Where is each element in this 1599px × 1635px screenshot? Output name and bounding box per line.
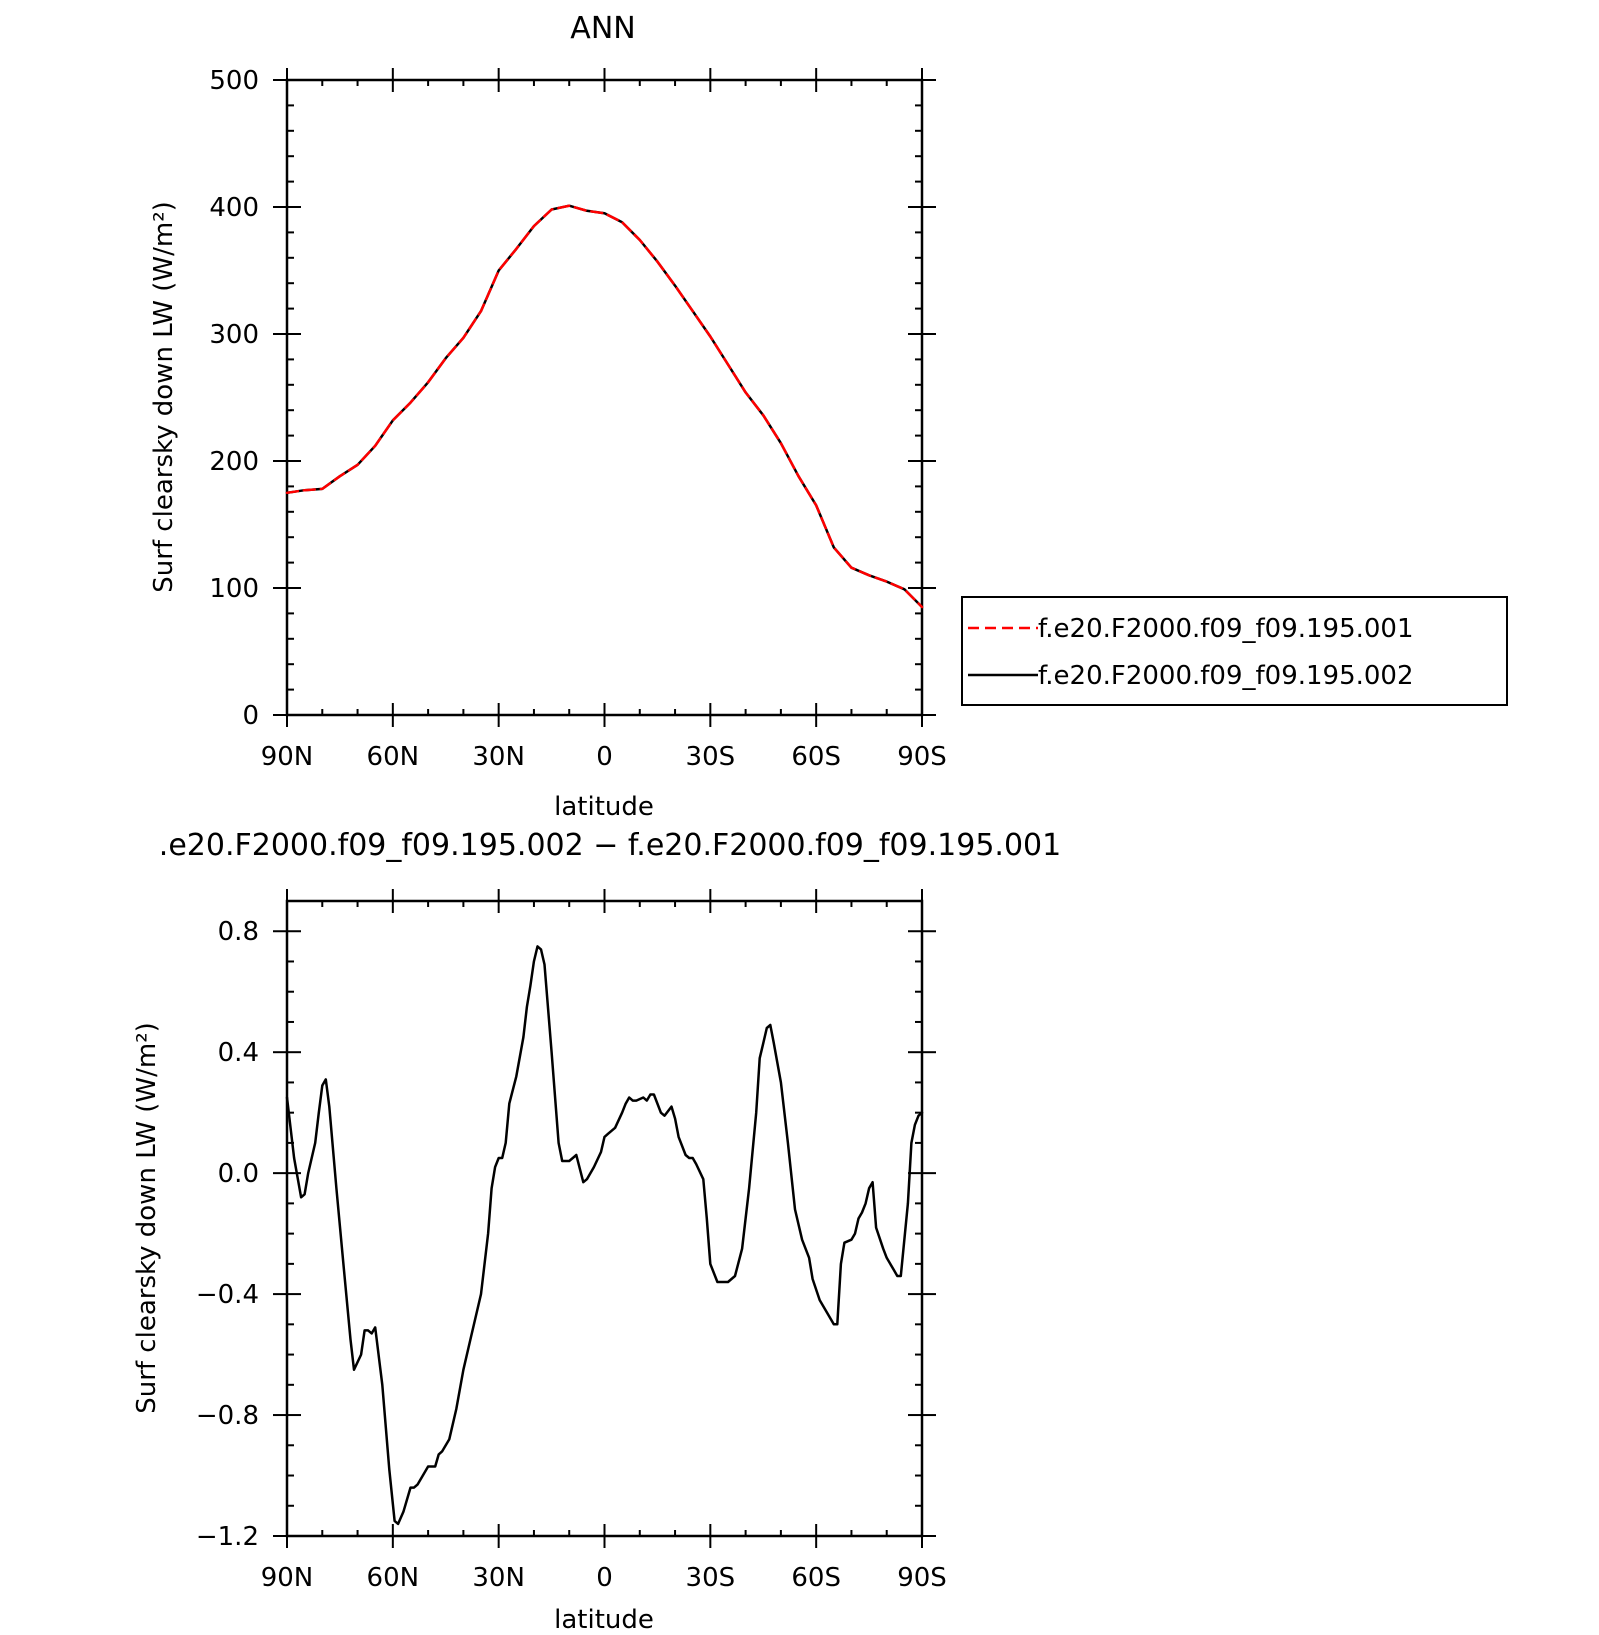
x-tick-label: 30S xyxy=(686,742,736,772)
x-tick-label: 90S xyxy=(897,742,947,772)
x-tick-label: 30S xyxy=(686,1563,736,1593)
series-line-2 xyxy=(285,204,924,609)
bottom-plot-frame xyxy=(285,899,924,1538)
bottom-y-axis-label: Surf clearsky down LW (W/m²) xyxy=(132,1022,162,1414)
legend: f.e20.F2000.f09_f09.195.001 f.e20.F2000.… xyxy=(961,596,1508,706)
top-chart-title: ANN xyxy=(570,11,635,46)
bottom-chart-title: .e20.F2000.f09_f09.195.002 − f.e20.F2000… xyxy=(159,828,1061,863)
y-tick-label: 300 xyxy=(209,320,259,350)
x-tick-label: 90S xyxy=(897,1563,947,1593)
top-y-axis-label: Surf clearsky down LW (W/m²) xyxy=(149,201,179,593)
bottom-panel: .e20.F2000.f09_f09.195.002 − f.e20.F2000… xyxy=(132,828,1061,1635)
y-tick-label: 100 xyxy=(209,574,259,604)
top-series xyxy=(285,204,924,609)
series-line-1 xyxy=(285,204,924,609)
top-y-ticks: 0 100 200 300 400 500 xyxy=(209,66,936,731)
y-tick-label: 0.0 xyxy=(218,1159,259,1189)
x-tick-label: 0 xyxy=(596,742,613,772)
bottom-series xyxy=(285,945,924,1526)
x-tick-label: 30N xyxy=(472,1563,525,1593)
y-tick-label: −0.8 xyxy=(196,1401,259,1431)
top-x-ticks: 90N 60N 30N 0 30S 60S 90S xyxy=(261,68,947,772)
y-tick-label: 0.4 xyxy=(218,1038,259,1068)
y-tick-label: −0.4 xyxy=(196,1280,259,1310)
y-tick-label: 400 xyxy=(209,193,259,223)
x-tick-label: 60S xyxy=(791,1563,841,1593)
top-panel: ANN 90N 60N 30N 0 30S 60S 90S 0 100 200 300 400 500… xyxy=(149,11,1508,822)
y-tick-label: 500 xyxy=(209,66,259,96)
x-tick-label: 60S xyxy=(791,742,841,772)
bottom-x-axis-label: latitude xyxy=(554,1605,654,1635)
x-tick-label: 90N xyxy=(261,1563,314,1593)
legend-box xyxy=(961,596,1508,706)
legend-label-series-2: f.e20.F2000.f09_f09.195.002 xyxy=(1038,661,1414,691)
x-tick-label: 60N xyxy=(367,1563,420,1593)
y-tick-label: 0.8 xyxy=(218,917,259,947)
x-tick-label: 90N xyxy=(261,742,314,772)
y-tick-label: −1.2 xyxy=(196,1522,259,1552)
y-tick-label: 200 xyxy=(209,447,259,477)
x-tick-label: 0 xyxy=(596,1563,613,1593)
series-line-1 xyxy=(285,945,924,1526)
y-tick-label: 0 xyxy=(242,701,259,731)
bottom-x-ticks: 90N 60N 30N 0 30S 60S 90S xyxy=(261,889,947,1593)
bottom-y-ticks: −1.2 −0.8 −0.4 0.0 0.4 0.8 xyxy=(196,900,936,1552)
x-tick-label: 30N xyxy=(472,742,525,772)
x-tick-label: 60N xyxy=(367,742,420,772)
top-plot-frame xyxy=(285,78,924,717)
top-x-axis-label: latitude xyxy=(554,792,654,822)
legend-label-series-1: f.e20.F2000.f09_f09.195.001 xyxy=(1038,614,1414,644)
